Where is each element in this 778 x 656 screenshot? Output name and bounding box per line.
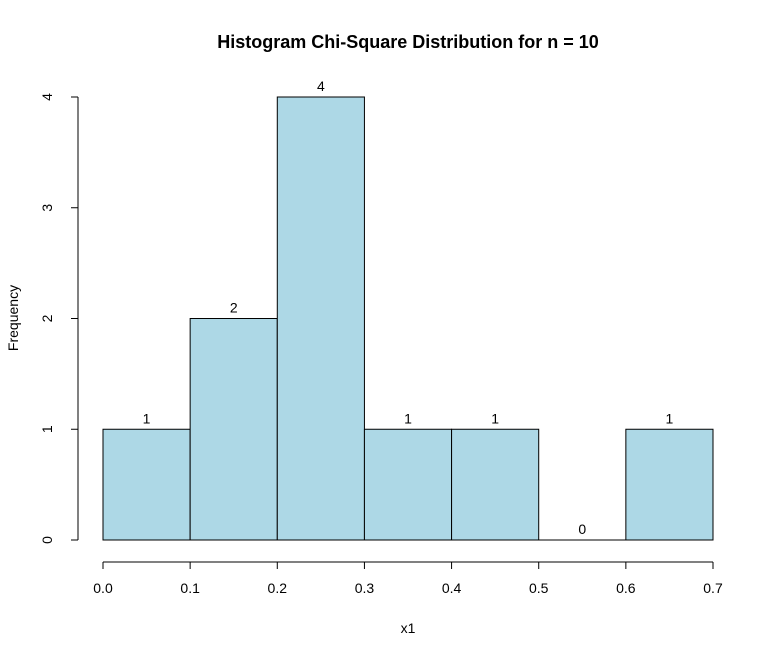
count-labels-group: 1 2 4 1 1 0 1: [143, 78, 674, 537]
bar-count-label-6: 1: [666, 410, 674, 426]
y-tick-label-2: 2: [39, 314, 55, 322]
chart-title: Histogram Chi-Square Distribution for n …: [217, 32, 599, 52]
bars-group: [102, 96, 714, 541]
histogram-bar-3: [363, 428, 453, 541]
y-axis-label: Frequency: [5, 285, 21, 351]
y-tick-label-0: 0: [39, 536, 55, 544]
x-tick-label-4: 0.4: [442, 580, 462, 596]
histogram-bar-2: [276, 96, 365, 541]
x-axis: 0.0 0.1 0.2 0.3 0.4 0.5 0.6 0.7: [93, 561, 723, 596]
x-tick-label-7: 0.7: [703, 580, 723, 596]
x-tick-label-5: 0.5: [529, 580, 549, 596]
bar-count-label-2: 4: [317, 78, 325, 94]
x-tick-label-1: 0.1: [180, 580, 200, 596]
histogram-bar-0: [102, 428, 191, 541]
x-axis-label: x1: [401, 620, 416, 636]
x-tick-label-3: 0.3: [355, 580, 375, 596]
y-tick-label-1: 1: [39, 425, 55, 433]
bar-count-label-5: 0: [578, 521, 586, 537]
x-tick-label-6: 0.6: [616, 580, 636, 596]
bar-count-label-1: 2: [230, 300, 238, 316]
x-tick-label-2: 0.2: [268, 580, 288, 596]
x-tick-label-0: 0.0: [93, 580, 113, 596]
y-tick-label-4: 4: [39, 93, 55, 101]
bar-count-label-0: 1: [143, 410, 151, 426]
y-tick-label-3: 3: [39, 204, 55, 212]
bar-count-label-4: 1: [491, 410, 499, 426]
histogram-bar-4: [451, 428, 540, 541]
histogram-bar-1: [189, 318, 278, 541]
y-axis: 0 1 2 3 4: [39, 93, 79, 544]
histogram-bar-6: [625, 428, 714, 541]
bar-count-label-3: 1: [404, 410, 412, 426]
